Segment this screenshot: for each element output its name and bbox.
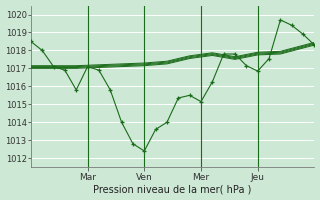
X-axis label: Pression niveau de la mer( hPa ): Pression niveau de la mer( hPa ) <box>93 184 252 194</box>
